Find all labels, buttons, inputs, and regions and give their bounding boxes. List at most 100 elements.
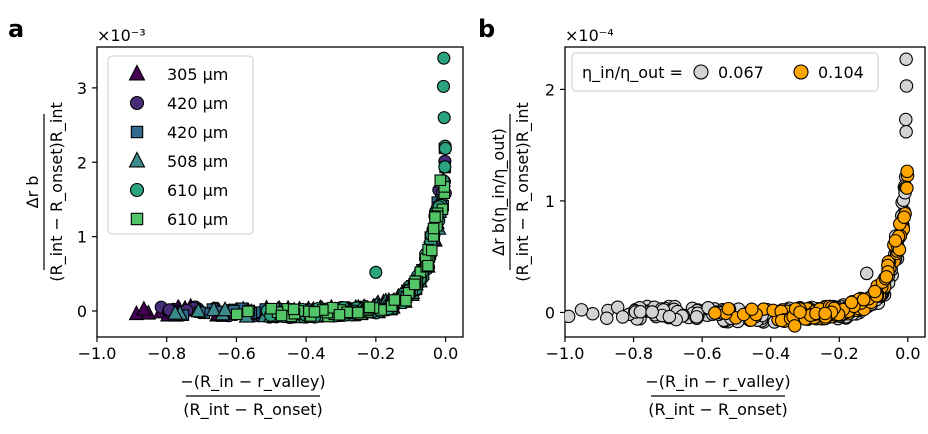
panel-b-letter: b [478, 15, 495, 43]
data-point-b-2 [888, 234, 903, 248]
data-point-outlier [899, 79, 914, 93]
data-point-outlier [899, 52, 913, 67]
panel-a: −1.0 −0.8 −0.6 −0.4 −0.2 0.0 0 1 2 3 ×10⁻³ 305 μ… [23, 26, 464, 420]
panel-a-xlabel-numerator: −(R_in − r_valley) [180, 372, 325, 392]
panel-b-legend-box [571, 52, 879, 92]
legend-b-label-1: 0.067 [718, 63, 764, 82]
data-point-a-5 [438, 141, 452, 156]
data-point-outlier [369, 265, 383, 279]
y-tick-label: 1 [77, 228, 87, 247]
data-point-a-6 [363, 301, 376, 314]
data-point-b-2 [900, 181, 914, 195]
data-point-b-1 [600, 311, 614, 326]
panel-b-axes-frame [564, 46, 926, 338]
data-point-a-6 [408, 278, 421, 291]
data-point-b-2 [844, 295, 859, 310]
data-point-b-2 [856, 292, 871, 307]
data-point-b-2 [818, 306, 832, 321]
panel-a-ylabel-numerator: Δr b [23, 176, 42, 209]
data-point-outlier [899, 125, 913, 139]
y-tick-label: 0 [77, 302, 87, 321]
x-tick-label: −0.6 [217, 344, 256, 363]
x-tick-label: −0.4 [751, 344, 790, 363]
data-point-b-1 [662, 309, 677, 324]
panel-b-xlabel-numerator: −(R_in − r_valley) [645, 372, 790, 392]
panel-b-ylabel-denominator: (R_int − R_onset)R_int [513, 102, 533, 282]
y-tick-label: 1 [545, 192, 555, 211]
panel-a-ylabel-denominator: (R_int − R_onset)R_int [47, 102, 67, 282]
panel-b-xlabel-denominator: (R_int − R_onset) [648, 400, 788, 420]
legend-a-marker-3 [130, 125, 144, 139]
data-point-a-6 [425, 244, 438, 257]
panel-b-legend-title: η_in/η_out = [582, 63, 683, 83]
panel-b-legend-markers [693, 64, 809, 80]
data-point-b-2 [879, 270, 894, 284]
data-point-outlier [899, 112, 913, 127]
data-point-a-4 [167, 304, 183, 320]
data-point-b-2 [708, 306, 722, 320]
data-point-a-4 [205, 300, 222, 317]
panel-a-exponent: ×10⁻³ [97, 26, 146, 45]
data-point-b-2 [868, 284, 882, 299]
data-point-b-2 [745, 302, 759, 317]
legend-b-marker-2 [793, 64, 809, 80]
data-point-b-2 [721, 301, 736, 316]
legend-a-label-6: 610 μm [167, 210, 228, 229]
panel-a-axes-frame [96, 46, 464, 338]
data-point-a-6 [333, 308, 346, 321]
y-tick-label: 0 [545, 303, 555, 322]
data-point-a-4 [217, 301, 233, 317]
data-point-outlier [859, 266, 874, 281]
legend-a-label-2: 420 μm [167, 94, 228, 113]
data-point-outlier [437, 111, 451, 125]
data-point-a-6 [265, 302, 278, 315]
panel-a-legend-markers [128, 64, 146, 226]
panel-b-legend: η_in/η_out = 0.067 0.104 [571, 52, 879, 92]
data-point-b-2 [900, 164, 914, 179]
panel-b-exponent: ×10⁻⁴ [565, 26, 614, 45]
y-tick-label: 2 [77, 153, 87, 172]
x-tick-label: −0.4 [287, 344, 326, 363]
legend-a-label-4: 508 μm [167, 152, 228, 171]
data-point-a-6 [230, 308, 243, 321]
panel-a-legend-box [107, 55, 254, 235]
data-point-a-6 [352, 306, 364, 319]
panel-a-points [128, 51, 452, 325]
panel-a-ylabel: Δr b (R_int − R_onset)R_int [23, 102, 67, 282]
panel-b-x-ticks: −1.0 −0.8 −0.6 −0.4 −0.2 0.0 [546, 337, 921, 363]
x-tick-label: 0.0 [895, 344, 920, 363]
legend-a-label-3: 420 μm [167, 123, 228, 142]
x-tick-label: −1.0 [78, 344, 117, 363]
legend-a-marker-2 [129, 95, 145, 111]
data-point-a-6 [275, 309, 288, 322]
data-point-a-6 [427, 222, 440, 235]
data-point-b-1 [645, 305, 659, 319]
panel-a-xlabel-denominator: (R_int − R_onset) [183, 400, 323, 420]
data-point-outlier [437, 51, 451, 65]
x-tick-label: −0.8 [147, 344, 186, 363]
panel-a-x-ticks: −1.0 −0.8 −0.6 −0.4 −0.2 0.0 [78, 337, 458, 363]
legend-a-marker-1 [128, 64, 146, 81]
panel-b-y-ticks: 0 1 2 [545, 80, 565, 322]
panel-b-ylabel-numerator: Δr b(η_in/η_out) [489, 128, 509, 256]
x-tick-label: −0.2 [356, 344, 395, 363]
panel-a-y-ticks: 0 1 2 3 [77, 79, 97, 321]
panel-b-xlabel: −(R_in − r_valley) (R_int − R_onset) [645, 372, 790, 420]
panel-a-xlabel: −(R_in − r_valley) (R_int − R_onset) [180, 372, 325, 420]
legend-a-marker-4 [128, 151, 146, 168]
x-tick-label: −1.0 [546, 344, 585, 363]
legend-a-marker-5 [129, 182, 145, 198]
data-point-b-1 [574, 303, 589, 317]
data-point-a-6 [400, 294, 412, 307]
panel-a-letter: a [8, 15, 24, 43]
data-point-b-1 [689, 310, 704, 324]
data-point-a-6 [287, 303, 300, 316]
panel-a-legend: 305 μm 420 μm 420 μm 508 μm 610 μm 610 μ… [107, 55, 254, 235]
data-point-a-6 [434, 174, 447, 187]
data-point-a-4 [190, 302, 207, 318]
legend-b-label-2: 0.104 [818, 63, 864, 82]
data-point-b-2 [793, 305, 807, 319]
panel-b-ylabel: Δr b(η_in/η_out) (R_int − R_onset)R_int [489, 102, 533, 282]
y-tick-label: 2 [545, 80, 555, 99]
